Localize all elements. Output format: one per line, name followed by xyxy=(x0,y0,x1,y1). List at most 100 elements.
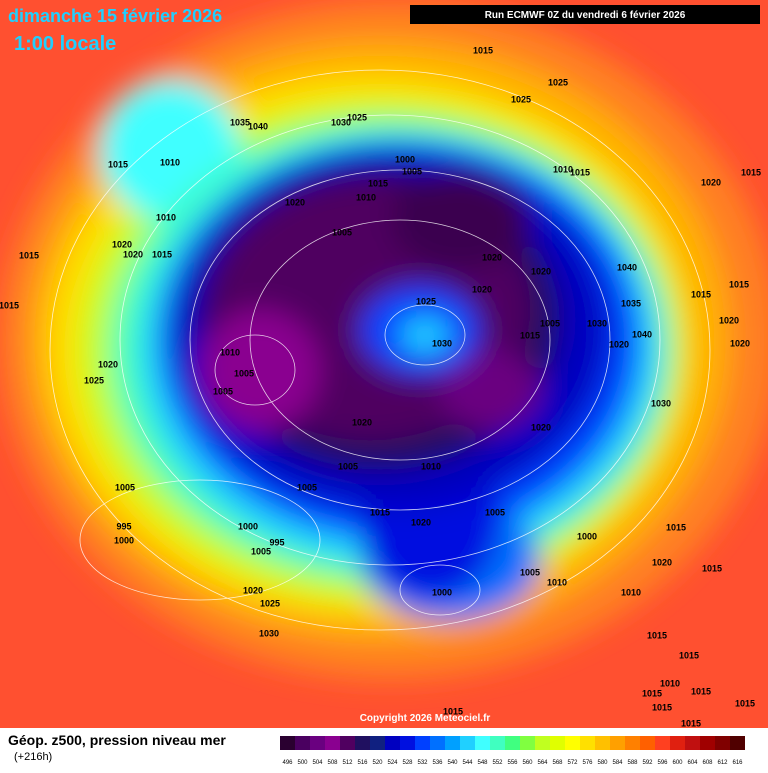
isobar-label: 1020 xyxy=(652,557,672,567)
run-info: Run ECMWF 0Z du vendredi 6 février 2026 xyxy=(485,10,686,21)
scale-label: 536 xyxy=(432,760,443,766)
isobar-label: 1015 xyxy=(741,167,761,177)
isobar-label: 1025 xyxy=(260,598,280,608)
color-swatch xyxy=(295,736,310,750)
scale-label: 512 xyxy=(342,760,353,766)
color-swatch xyxy=(430,736,445,750)
isobar-label: 1030 xyxy=(651,398,671,408)
isobar-label: 1025 xyxy=(347,112,367,122)
isobar-label: 1000 xyxy=(238,521,258,531)
isobar-label: 1000 xyxy=(577,531,597,541)
scale-label: 500 xyxy=(297,760,308,766)
color-swatch xyxy=(445,736,460,750)
isobar-label: 1030 xyxy=(587,318,607,328)
color-swatch xyxy=(625,736,640,750)
isobar-label: 1020 xyxy=(609,339,629,349)
isobar-label: 1020 xyxy=(352,417,372,427)
color-swatch xyxy=(715,736,730,750)
color-swatch xyxy=(655,736,670,750)
isobar-label: 1020 xyxy=(531,422,551,432)
color-swatch xyxy=(475,736,490,750)
isobar-label: 1010 xyxy=(220,347,240,357)
isobar-label: 1020 xyxy=(123,249,143,259)
color-swatch xyxy=(370,736,385,750)
color-swatch xyxy=(730,736,745,750)
scale-label: 544 xyxy=(462,760,473,766)
scale-label: 548 xyxy=(477,760,488,766)
scale-label: 516 xyxy=(357,760,368,766)
isobars xyxy=(49,69,711,631)
isobar-label: 1025 xyxy=(416,296,436,306)
scale-label: 540 xyxy=(447,760,458,766)
isobar-label: 1020 xyxy=(472,284,492,294)
isobar-label: 1015 xyxy=(735,698,755,708)
color-swatch xyxy=(385,736,400,750)
scale-label: 588 xyxy=(627,760,638,766)
isobar-label: 1010 xyxy=(156,212,176,222)
isobar-label: 1010 xyxy=(660,678,680,688)
color-swatch xyxy=(670,736,685,750)
isobar-label: 1020 xyxy=(531,266,551,276)
isobar-label: 1015 xyxy=(370,507,390,517)
scale-label: 532 xyxy=(417,760,428,766)
color-swatch xyxy=(280,736,295,750)
color-swatch xyxy=(490,736,505,750)
scale-label: 524 xyxy=(387,760,398,766)
scale-label: 596 xyxy=(657,760,668,766)
isobar-label: 1015 xyxy=(368,178,388,188)
isobar-label: 1015 xyxy=(570,167,590,177)
map-subtitle: 1:00 locale xyxy=(14,33,116,55)
isobar-label: 1010 xyxy=(421,461,441,471)
scale-label: 504 xyxy=(312,760,323,766)
scale-label: 564 xyxy=(537,760,548,766)
isobar-label: 1025 xyxy=(548,77,568,87)
isobar-label: 1020 xyxy=(112,239,132,249)
legend-title: Géop. z500, pression niveau mer xyxy=(8,732,226,748)
scale-label: 552 xyxy=(492,760,503,766)
isobar-label: 1020 xyxy=(730,338,750,348)
scale-label: 572 xyxy=(567,760,578,766)
run-box xyxy=(410,5,760,24)
scale-label: 584 xyxy=(612,760,623,766)
scale-label: 496 xyxy=(282,760,293,766)
scale-label: 576 xyxy=(582,760,593,766)
color-scale: 496 500 504 508 512 516 520 524 528 532 536 540 544 5… xyxy=(280,736,745,766)
isobar-label: 1020 xyxy=(98,359,118,369)
scale-label: 592 xyxy=(642,760,653,766)
color-swatch xyxy=(685,736,700,750)
isobar-label: 1015 xyxy=(691,289,711,299)
isobar-label: 1010 xyxy=(621,587,641,597)
color-swatch xyxy=(700,736,715,750)
isobar-label: 1005 xyxy=(234,368,254,378)
isobar-label: 1000 xyxy=(432,587,452,597)
scale-label: 520 xyxy=(372,760,383,766)
copyright: Copyright 2026 Meteociel.fr xyxy=(360,713,491,724)
isobar-label: 1020 xyxy=(243,585,263,595)
isobar-label: 1015 xyxy=(681,718,701,728)
scale-label: 616 xyxy=(732,760,743,766)
isobar-label: 1005 xyxy=(213,386,233,396)
isobar-label: 1015 xyxy=(152,249,172,259)
geopotential-field xyxy=(0,0,768,728)
isobar-label: 1005 xyxy=(485,507,505,517)
isobar-label: 1020 xyxy=(719,315,739,325)
color-swatch xyxy=(640,736,655,750)
color-swatch xyxy=(325,736,340,750)
isobar-label: 1040 xyxy=(632,329,652,339)
isobar-label: 1010 xyxy=(160,157,180,167)
scale-label: 580 xyxy=(597,760,608,766)
isobar-label: 1015 xyxy=(443,706,463,716)
scale-label: 560 xyxy=(522,760,533,766)
isobar-label: 995 xyxy=(116,521,131,531)
isobar-label: 1040 xyxy=(248,121,268,131)
isobar-label: 1000 xyxy=(395,154,415,164)
scale-label: 508 xyxy=(327,760,338,766)
color-swatch xyxy=(340,736,355,750)
scale-label: 608 xyxy=(702,760,713,766)
isobar-label: 1030 xyxy=(259,628,279,638)
scale-label: 528 xyxy=(402,760,413,766)
isobar-label: 1005 xyxy=(338,461,358,471)
isobar-label: 1015 xyxy=(647,630,667,640)
